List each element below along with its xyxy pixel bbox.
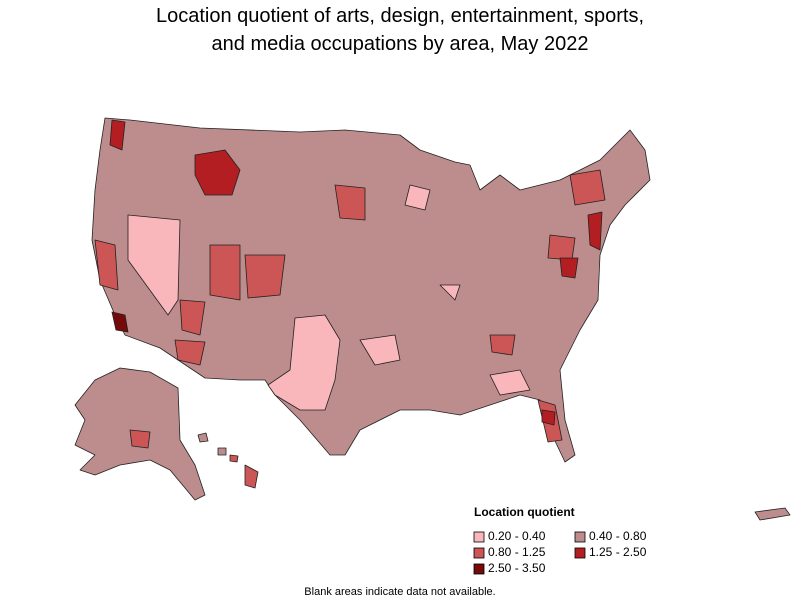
region: [569, 169, 606, 206]
legend-label: 2.50 - 3.50: [488, 561, 546, 575]
region: [439, 284, 461, 301]
legend: Location quotient 0.20 - 0.40 0.40 - 0.80…: [473, 505, 647, 575]
title-line: Location quotient of arts, design, enter…: [156, 5, 644, 27]
region: [94, 239, 119, 291]
region: [109, 119, 126, 151]
region: [244, 254, 286, 299]
us-map: [74, 117, 791, 521]
legend-swatch: [574, 547, 586, 559]
region: [489, 334, 516, 356]
region: [174, 339, 206, 366]
region: [547, 234, 576, 261]
legend-label: 0.80 - 1.25: [488, 545, 546, 559]
region: [129, 429, 151, 449]
legend-label: 0.20 - 0.40: [488, 529, 546, 543]
region: [754, 507, 791, 521]
region: [217, 447, 227, 456]
region: [127, 214, 181, 316]
title-line: and media occupations by area, May 2022: [212, 33, 589, 55]
legend-label: 1.25 - 2.50: [589, 545, 647, 559]
legend-label: 0.40 - 0.80: [589, 529, 647, 543]
region: [587, 211, 603, 251]
region: [404, 184, 431, 211]
legend-title: Location quotient: [474, 505, 575, 519]
legend-swatch: [574, 531, 586, 543]
region: [111, 311, 129, 333]
legend-swatch: [473, 563, 485, 575]
region: [209, 244, 241, 301]
region: [541, 409, 556, 426]
region: [194, 149, 241, 196]
region: [179, 299, 206, 336]
region: [359, 334, 401, 366]
region: [244, 464, 259, 489]
region: [267, 314, 341, 411]
region: [334, 184, 366, 221]
region: [197, 432, 209, 443]
region: [489, 369, 531, 396]
legend-swatch: [473, 547, 485, 559]
region: [559, 257, 579, 279]
legend-swatch: [473, 531, 485, 543]
region: [229, 454, 239, 463]
footnote: Blank areas indicate data not available.: [304, 586, 495, 598]
